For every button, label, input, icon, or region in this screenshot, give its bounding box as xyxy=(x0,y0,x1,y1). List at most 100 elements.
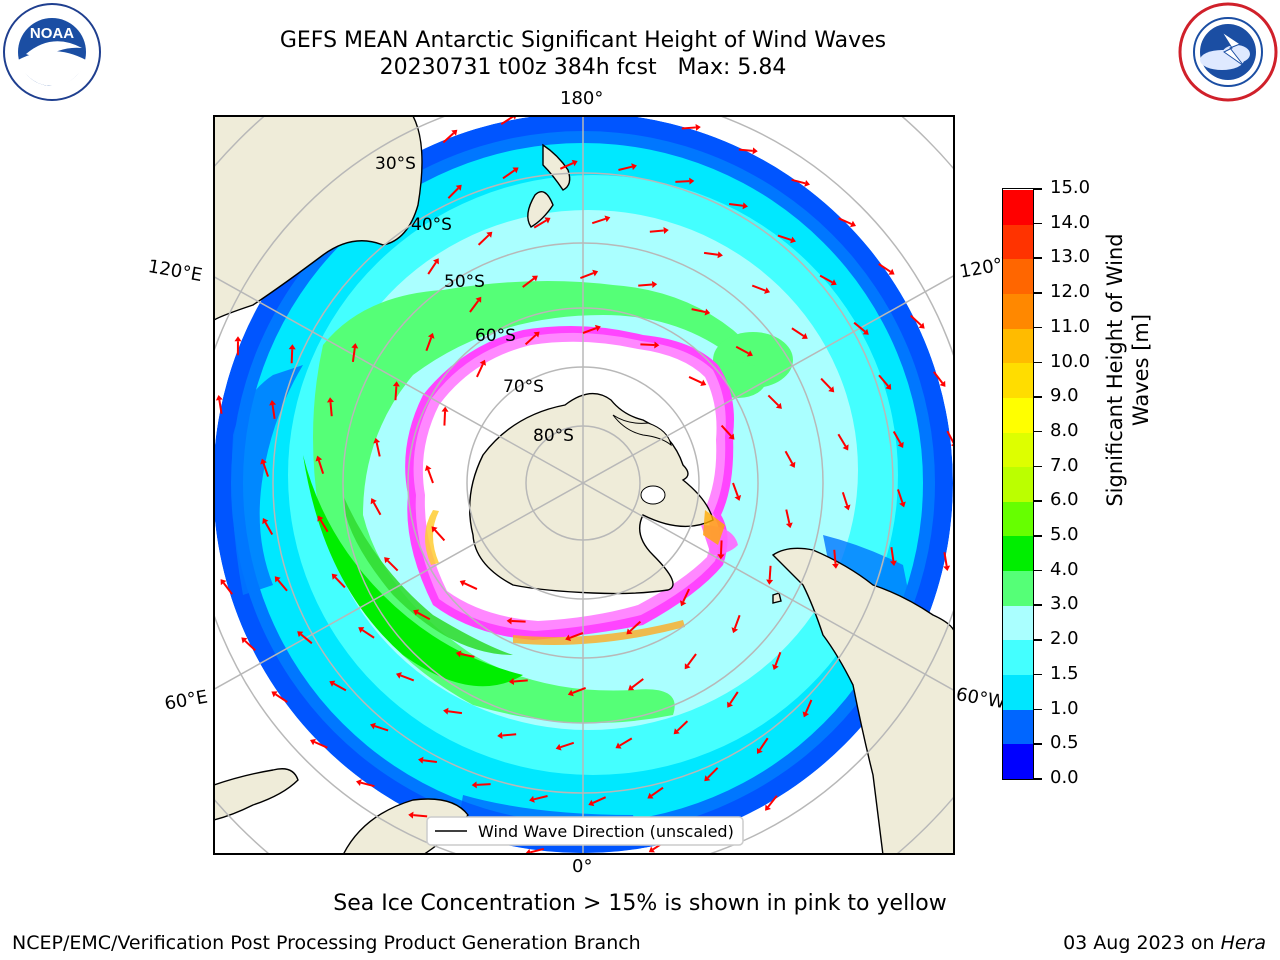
wave-arrow-head xyxy=(728,433,735,440)
wave-arrow-head xyxy=(888,268,895,275)
wind-wave-arrows xyxy=(215,116,954,854)
wave-arrow-head xyxy=(943,565,951,572)
wave-arrow-head xyxy=(370,722,376,730)
wave-arrow-head xyxy=(234,336,242,342)
wave-arrow-head xyxy=(684,663,691,670)
wave-arrow-head xyxy=(571,159,578,167)
wave-arrow-shaft xyxy=(533,795,548,801)
wave-arrow-head xyxy=(843,504,851,511)
wave-arrow-shaft xyxy=(476,363,484,378)
colorbar-tick-label: 8.0 xyxy=(1050,419,1079,441)
wave-arrow-head xyxy=(790,236,796,244)
wave-arrow-shaft xyxy=(691,308,706,314)
wave-arrow-shaft xyxy=(476,783,491,786)
wave-arrow-head xyxy=(533,331,540,338)
wave-arrow-shaft xyxy=(767,795,778,808)
map-panel: 30°S 40°S 50°S 60°S 70°S 80°S Wind Wave … xyxy=(213,115,955,855)
wave-arrow-head xyxy=(424,465,432,472)
wave-arrow-shaft xyxy=(735,345,749,355)
wave-arrow-head xyxy=(220,579,227,586)
wave-arrow-shaft xyxy=(892,430,902,445)
wave-arrow-shaft xyxy=(502,169,516,180)
wave-arrow-head xyxy=(351,343,359,349)
wave-arrow-shaft xyxy=(374,725,389,732)
wave-arrow-head xyxy=(717,251,723,259)
wave-arrow-head xyxy=(451,129,458,136)
colorbar-tick-label: 9.0 xyxy=(1050,385,1079,407)
wave-arrow-shaft xyxy=(447,187,459,199)
colorbar-tick-label: 1.0 xyxy=(1050,697,1079,719)
wave-arrow-shaft xyxy=(896,489,904,503)
wave-arrow-shaft xyxy=(394,386,398,401)
wave-arrow-shaft xyxy=(841,491,849,506)
wave-arrow-shaft xyxy=(500,116,514,126)
wave-arrow-head xyxy=(433,258,439,265)
wave-arrow-shaft xyxy=(592,796,607,804)
wave-arrow-head xyxy=(326,397,334,403)
wave-arrow-head xyxy=(329,680,336,687)
wave-arrow-head xyxy=(592,269,599,277)
wave-arrow-shaft xyxy=(707,767,719,779)
wave-arrow-head xyxy=(663,226,669,234)
wave-arrow-shaft xyxy=(533,219,547,229)
wave-arrow-head xyxy=(384,557,391,564)
colorbar-tick-mark xyxy=(1034,778,1042,780)
wave-arrow-shaft xyxy=(933,371,944,384)
wave-arrow-shaft xyxy=(559,162,574,170)
wave-arrow-shaft xyxy=(649,229,664,233)
colorbar xyxy=(1002,188,1034,780)
colorbar-tick-mark xyxy=(1034,292,1042,294)
wave-arrow-shaft xyxy=(820,377,832,390)
wave-arrow-shaft xyxy=(676,720,689,732)
wave-arrow-head xyxy=(802,711,810,718)
wave-arrow-head xyxy=(765,804,771,811)
wave-arrow-head xyxy=(648,846,655,853)
wave-arrow-shaft xyxy=(360,781,375,788)
wave-arrow-head xyxy=(418,756,424,764)
wave-arrow-shaft xyxy=(853,321,866,333)
wave-arrow-shaft xyxy=(774,651,782,666)
wave-arrow-shaft xyxy=(629,620,642,632)
wave-arrow-head xyxy=(704,775,711,782)
colorbar-tick-mark xyxy=(1034,569,1042,572)
wave-arrow-head xyxy=(297,631,304,638)
chart-subtitle: 20230731 t00z 384h fcst Max: 5.84 xyxy=(379,55,787,80)
wave-arrow-shaft xyxy=(619,737,633,747)
wave-arrow-shaft xyxy=(222,582,233,595)
wave-arrow-head xyxy=(413,609,420,616)
wave-arrow-head xyxy=(427,332,435,339)
wave-arrow-shaft xyxy=(447,710,463,715)
wave-arrow-shaft xyxy=(572,687,586,694)
colorbar-band xyxy=(1003,639,1033,676)
wave-arrow-head xyxy=(700,379,707,387)
wave-arrow-head xyxy=(317,515,324,522)
lat-label-80s: 80°S xyxy=(533,426,574,446)
colorbar-tick-mark xyxy=(1034,743,1042,745)
wave-arrow-shaft xyxy=(728,202,744,207)
wave-arrow-shaft xyxy=(334,576,346,589)
wave-arrow-shaft xyxy=(732,482,739,497)
wave-arrow-shaft xyxy=(351,347,356,363)
wave-arrow-head xyxy=(801,333,808,339)
colorbar-tick-mark xyxy=(1034,535,1042,537)
wave-arrow-shaft xyxy=(582,327,597,334)
wave-arrow-head xyxy=(704,308,711,316)
wave-arrow-shaft xyxy=(375,442,381,457)
wave-arrow-shaft xyxy=(833,549,837,564)
wave-arrow-shaft xyxy=(422,759,438,764)
colorbar-tick-label: 6.0 xyxy=(1050,489,1079,511)
noaa-logo: NOAA xyxy=(2,2,102,102)
lat-label-70s: 70°S xyxy=(503,377,544,397)
wave-arrow-shaft xyxy=(703,251,719,256)
wave-arrow-shaft xyxy=(791,327,805,337)
wave-arrow-shaft xyxy=(513,679,528,683)
wave-arrow-head xyxy=(215,394,223,401)
colorbar-band xyxy=(1003,328,1033,364)
colorbar-tick-label: 14.0 xyxy=(1050,211,1091,233)
noaa-logo-text: NOAA xyxy=(30,25,74,42)
wave-arrow-shaft xyxy=(729,691,739,705)
wave-arrow-head xyxy=(775,402,782,409)
wave-arrow-shaft xyxy=(314,741,328,749)
wave-arrow-shaft xyxy=(720,424,732,437)
wave-arrow-head xyxy=(529,795,535,803)
